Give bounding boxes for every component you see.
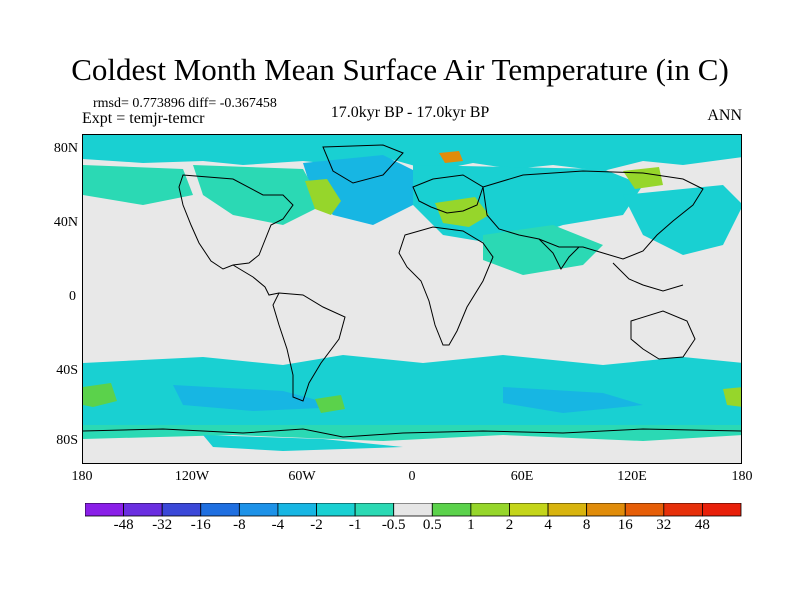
east-asia-cool [623, 185, 741, 255]
colorbar [85, 503, 742, 517]
season-label: ANN [707, 107, 742, 124]
coast-greenland [322, 144, 404, 184]
colorbar-swatch [316, 503, 356, 517]
coast-north-america [178, 174, 294, 270]
coastlines [83, 144, 741, 438]
colorbar-label: 16 [617, 517, 633, 533]
coast-south-america [272, 292, 346, 402]
colorbar-swatch [586, 503, 626, 517]
lat-label-40s: 40S [56, 363, 78, 378]
colorbar-label: 1 [467, 517, 475, 533]
lon-label-120e: 120E [617, 469, 647, 484]
colorbar-label: 48 [694, 517, 710, 533]
coast-europe [412, 174, 484, 214]
europe-warm [435, 197, 489, 227]
lon-label-0: 0 [408, 469, 416, 484]
coast-india [538, 238, 580, 270]
colorbar-swatch [85, 503, 124, 517]
central-asia-cool [483, 225, 603, 275]
colorbar-label: -1 [348, 517, 362, 533]
southern-ocean-cool-east [503, 387, 643, 413]
south-atlantic-warm [315, 395, 345, 413]
lon-label-120w: 120W [174, 469, 210, 484]
colorbar-swatch [354, 503, 395, 517]
colorbar-label: 0.5 [422, 517, 442, 533]
colorbar-swatch [509, 503, 549, 517]
colorbar-swatch [161, 503, 202, 517]
lon-label-180e: 180 [731, 469, 753, 484]
coast-antarctica [83, 428, 741, 438]
lon-label-60e: 60E [510, 469, 534, 484]
lon-label-60w: 60W [288, 469, 316, 484]
experiment-label: Expt = temjr-temcr [82, 110, 205, 127]
colorbar-swatch [200, 503, 240, 517]
plot-title: Coldest Month Mean Surface Air Temperatu… [71, 52, 729, 87]
colorbar-label: -32 [152, 517, 173, 533]
colorbar-label: -0.5 [381, 517, 406, 533]
anomaly-map [83, 135, 741, 451]
coast-asia [482, 170, 704, 260]
colorbar-label: -2 [310, 517, 323, 533]
coast-australia [630, 310, 696, 360]
colorbar-label: -4 [271, 517, 285, 533]
south-pacific-warm [83, 383, 117, 407]
coast-africa [398, 226, 494, 346]
north-america-cool [193, 165, 323, 225]
colorbar-label: -16 [190, 517, 211, 533]
colorbar-swatch [702, 503, 742, 517]
lat-label-eq: 0 [69, 289, 76, 304]
colorbar-label: 32 [656, 517, 672, 533]
colorbar-swatch [277, 503, 317, 517]
colorbar-label: 2 [505, 517, 514, 533]
anomaly-patches [83, 135, 741, 451]
west-pacific-warm [723, 387, 741, 407]
colorbar-swatch [470, 503, 510, 517]
colorbar-swatch [123, 503, 163, 517]
southern-ocean-cool-core [173, 385, 343, 411]
stats-text: rmsd= 0.773896 diff= -0.367458 [93, 96, 277, 111]
period-label: 17.0kyr BP - 17.0kyr BP [330, 104, 490, 121]
colorbar-label: 4 [544, 517, 552, 533]
colorbar-swatch [547, 503, 588, 517]
map-panel [82, 134, 742, 464]
lat-label-80n: 80N [53, 141, 78, 156]
colorbar-swatch [663, 503, 703, 517]
labrador-warm [305, 179, 341, 215]
colorbar-swatch [238, 503, 279, 517]
colorbar-label: 8 [582, 517, 591, 533]
coast-central-america [232, 264, 280, 296]
lat-label-80s: 80S [56, 433, 78, 448]
colorbar-swatch [431, 503, 472, 517]
colorbar-label: -8 [233, 517, 246, 533]
lon-label-180w: 180 [71, 469, 93, 484]
colorbar-swatch [624, 503, 665, 517]
north-pacific-cool [83, 165, 193, 205]
greenland-sea-warm [439, 151, 463, 163]
coast-southeast-asia [612, 262, 684, 292]
colorbar-swatch [393, 503, 433, 517]
colorbar-label: -48 [113, 517, 134, 533]
lat-label-40n: 40N [53, 215, 78, 230]
antarctic-edge-cool [203, 435, 403, 451]
arctic-cool-band [83, 135, 741, 171]
